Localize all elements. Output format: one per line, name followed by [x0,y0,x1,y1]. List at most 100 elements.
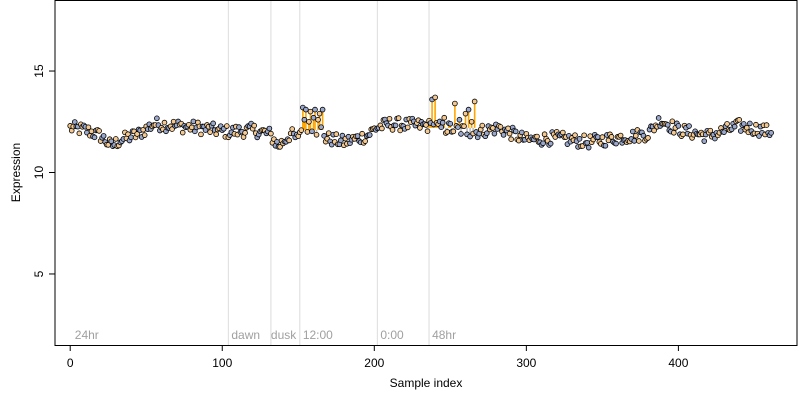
data-point [386,115,393,122]
data-point [333,131,340,137]
data-point [461,123,467,129]
data-point [251,122,257,129]
data-point [740,121,747,127]
data-point [274,138,280,145]
data-point [633,132,639,139]
data-point [547,140,554,147]
data-point [76,130,83,137]
data-point [576,136,583,142]
data-point [315,116,321,123]
data-point [462,110,469,117]
data-point [450,128,457,135]
y-tick-label: 15 [32,64,46,78]
data-point [306,118,312,125]
data-point [88,128,95,135]
data-point [491,130,498,137]
data-point [395,115,402,121]
data-point [379,125,385,132]
data-point [736,117,743,123]
x-tick-label: 400 [668,356,688,370]
data-point [444,129,451,135]
y-axis-title: Expression [9,143,23,202]
data-point [505,125,511,132]
data-point [298,127,305,133]
data-point [541,131,548,138]
data-point [651,127,657,134]
data-point [392,122,399,129]
data-point [506,130,513,137]
data-point [128,134,134,141]
data-point [458,131,464,137]
data-point [303,106,309,113]
data-point [534,133,540,140]
data-point [236,124,242,130]
data-point [753,121,759,128]
data-point [338,137,344,144]
data-point [671,129,677,136]
data-point [389,127,396,133]
data-point [465,106,472,113]
data-point [318,124,324,130]
annotation-label: dusk [271,328,297,342]
data-point [608,134,615,140]
data-point [721,129,727,135]
data-point [85,124,92,131]
data-point [224,123,230,129]
data-point [404,124,411,131]
annotation-label: 24hr [75,328,99,342]
data-point [397,127,403,134]
data-point [91,134,98,141]
x-tick-label: 300 [516,356,536,370]
data-point [141,132,148,138]
data-point [701,138,708,144]
plot-frame [54,0,798,346]
data-point [213,131,219,138]
data-point [304,129,311,135]
data-point [438,124,445,131]
data-point [207,129,213,135]
data-point [595,134,601,140]
data-point [424,128,431,135]
x-axis-title: Sample index [390,376,463,390]
data-point [629,128,636,135]
data-point [655,115,662,121]
data-point [500,132,507,138]
data-point [645,135,651,141]
data-point [423,122,429,128]
annotation-label: dawn [231,328,260,342]
data-point [319,106,326,113]
data-point [585,144,592,151]
data-point [313,131,320,138]
data-point [307,108,314,115]
x-axis: 0 100 200 300 400 [67,345,689,370]
data-points [67,94,774,151]
data-point [737,128,744,134]
data-point [277,144,283,150]
data-point [617,132,624,139]
data-point [636,138,642,144]
data-point [154,115,160,122]
data-point [456,116,463,123]
x-tick-label: 0 [67,356,74,370]
data-point [518,129,525,136]
data-point [316,110,323,117]
data-point [289,126,295,132]
data-point [354,133,361,139]
data-point [447,120,454,127]
y-tick-label: 10 [32,166,46,180]
data-point [540,140,546,147]
data-point [190,118,197,125]
data-point [268,130,274,137]
data-point [359,130,365,137]
data-point [664,122,671,128]
data-point [768,130,774,136]
data-point [631,138,638,144]
data-point [362,138,368,144]
data-point [707,127,714,134]
data-point [441,114,448,121]
data-point [515,137,522,144]
data-point [108,138,115,145]
data-point [312,106,318,113]
